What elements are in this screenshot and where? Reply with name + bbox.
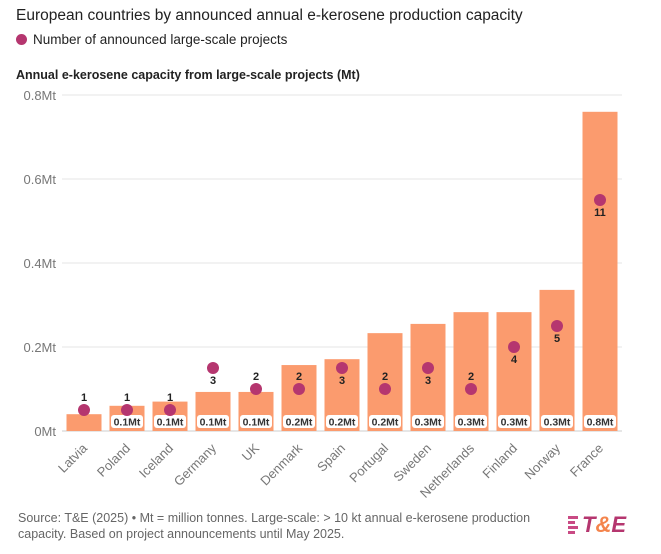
x-tick-label: UK	[239, 440, 263, 464]
value-label-bg	[154, 415, 186, 428]
value-label: 0.3Mt	[501, 417, 528, 429]
project-count-label: 3	[425, 375, 431, 387]
y-axis-title: Annual e-kerosene capacity from large-sc…	[16, 68, 360, 82]
legend: Number of announced large-scale projects	[16, 32, 287, 47]
legend-label: Number of announced large-scale projects	[33, 32, 288, 47]
x-tick-label: Norway	[521, 440, 563, 482]
value-label-bg	[283, 415, 315, 428]
bar-portugal	[367, 333, 403, 431]
project-count-label: 2	[253, 371, 259, 383]
value-label: 0.1Mt	[157, 417, 184, 429]
logo-amp: &	[595, 512, 612, 537]
project-dot	[207, 362, 219, 374]
x-tick-label: France	[567, 441, 606, 480]
value-label: 0.2Mt	[286, 417, 313, 429]
project-count-label: 5	[554, 333, 560, 345]
project-dot	[379, 383, 391, 395]
project-dot	[508, 341, 520, 353]
value-label: 0.1Mt	[200, 417, 227, 429]
project-dot	[121, 404, 133, 416]
x-tick-label: Finland	[479, 441, 520, 482]
value-label-bg	[541, 415, 573, 428]
legend-dot-icon	[16, 34, 27, 45]
bar-norway	[539, 289, 575, 431]
project-dot	[422, 362, 434, 374]
y-tick-label: 0.2Mt	[23, 340, 56, 355]
project-count-label: 2	[296, 371, 302, 383]
te-logo: T&E	[568, 512, 626, 538]
x-tick-label: Poland	[94, 441, 133, 480]
value-label: 0.2Mt	[329, 417, 356, 429]
value-label: 0.2Mt	[372, 417, 399, 429]
bar-finland	[496, 312, 532, 431]
x-tick-label: Latvia	[55, 440, 91, 476]
x-tick-label: Germany	[171, 440, 220, 489]
project-count-label: 11	[594, 207, 606, 219]
value-label: 0.3Mt	[415, 417, 442, 429]
y-tick-label: 0.4Mt	[23, 256, 56, 271]
plot-area: 0Mt 0.2Mt 0.4Mt 0.6Mt 0.8Mt 1 Latvia 0.1Mt 1 Pola…	[23, 88, 622, 501]
value-label-bg	[326, 415, 358, 428]
value-label: 0.3Mt	[458, 417, 485, 429]
project-dot	[551, 320, 563, 332]
value-label-bg	[369, 415, 401, 428]
source-note: Source: T&E (2025) • Mt = million tonnes…	[18, 511, 531, 541]
project-dot	[594, 194, 606, 206]
logo-t: T	[582, 512, 596, 537]
project-dot	[465, 383, 477, 395]
value-label-bg	[412, 415, 444, 428]
y-tick-label: 0Mt	[34, 424, 56, 439]
logo-stripes-icon	[568, 516, 578, 534]
project-dot	[336, 362, 348, 374]
value-label: 0.1Mt	[243, 417, 270, 429]
value-label-bg	[197, 415, 229, 428]
project-count-label: 4	[511, 354, 518, 366]
value-label-bg	[111, 415, 143, 428]
x-tick-label: Sweden	[390, 441, 434, 485]
logo-e: E	[611, 512, 627, 537]
x-tick-label: Spain	[314, 441, 348, 475]
value-label: 0.1Mt	[114, 417, 141, 429]
project-count-label: 2	[468, 371, 474, 383]
value-label-bg	[498, 415, 530, 428]
project-dot	[78, 404, 90, 416]
project-count-label: 3	[210, 375, 216, 387]
value-label-bg	[240, 415, 272, 428]
chart-title: European countries by announced annual e…	[16, 7, 523, 24]
value-label-bg	[455, 415, 487, 428]
project-count-label: 2	[382, 371, 388, 383]
x-tick-label: Iceland	[136, 441, 176, 481]
bar-netherlands	[453, 312, 489, 431]
bar-france	[582, 111, 618, 432]
project-count-label: 1	[81, 392, 87, 404]
project-count-label: 1	[167, 392, 173, 404]
x-tick-label: Denmark	[257, 440, 305, 488]
project-dot	[250, 383, 262, 395]
y-tick-label: 0.8Mt	[23, 88, 56, 103]
project-dot	[293, 383, 305, 395]
value-label-bg	[584, 415, 616, 428]
value-label: 0.3Mt	[544, 417, 571, 429]
y-tick-label: 0.6Mt	[23, 172, 56, 187]
bar-latvia	[66, 414, 102, 431]
project-dot	[164, 404, 176, 416]
bar-sweden	[410, 323, 446, 431]
value-label: 0.8Mt	[587, 417, 614, 429]
project-count-label: 3	[339, 375, 345, 387]
x-tick-label: Portugal	[346, 440, 391, 485]
project-count-label: 1	[124, 392, 130, 404]
